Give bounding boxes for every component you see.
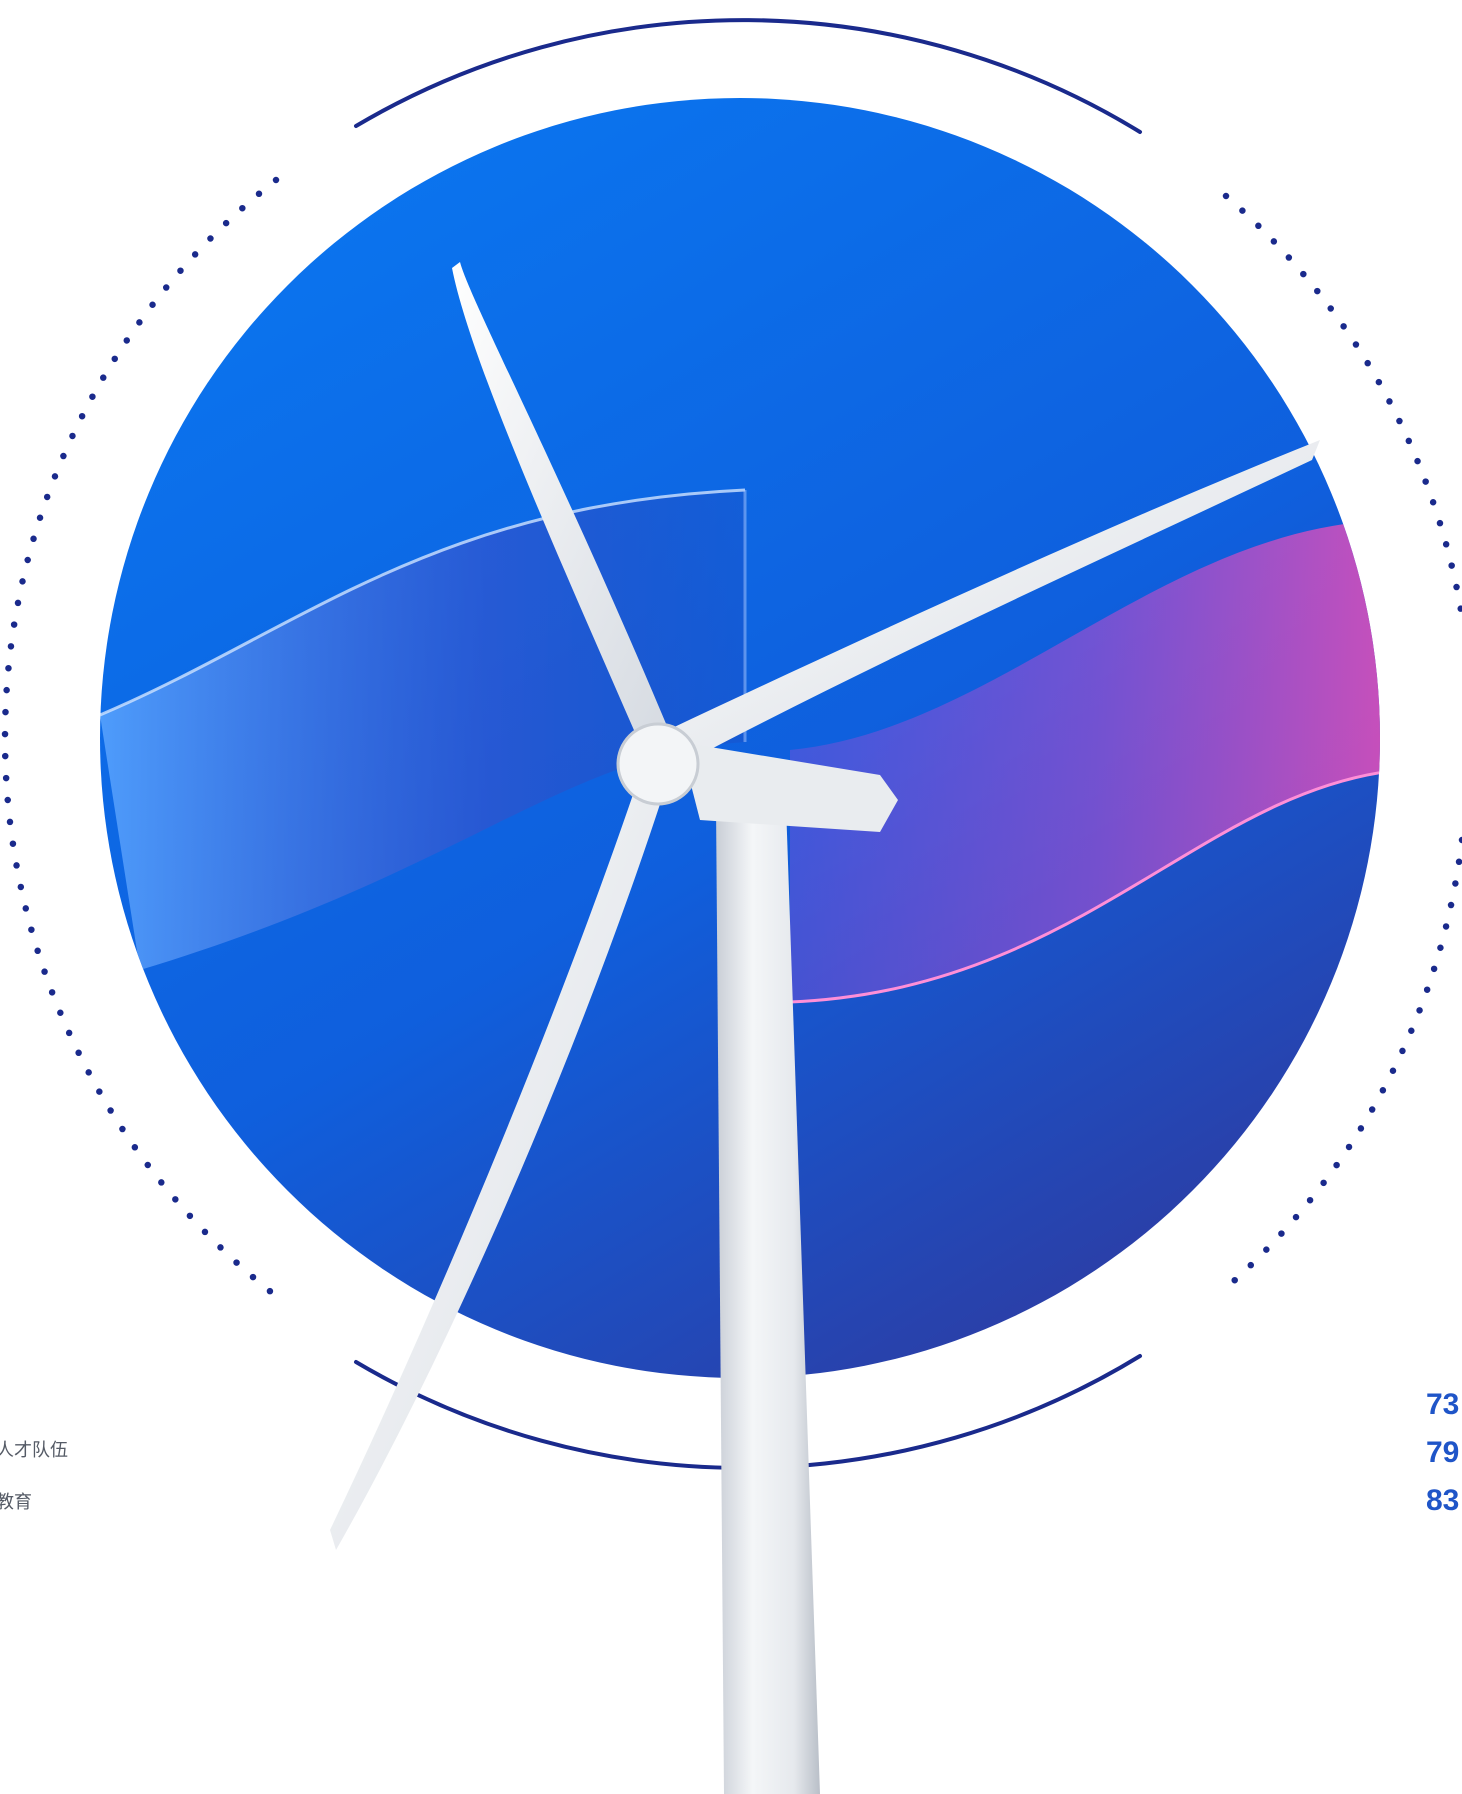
turbine-hub bbox=[616, 722, 700, 806]
page-number-2: 79 bbox=[1426, 1436, 1460, 1469]
left-text-line-1: 人才队伍 bbox=[0, 1440, 68, 1461]
page-number-3: 83 bbox=[1426, 1484, 1460, 1517]
dotted-ring-arcs bbox=[1, 176, 1462, 1300]
turbine bbox=[330, 262, 1320, 1794]
turbine-tower bbox=[716, 805, 820, 1794]
turbine-blade-lower bbox=[330, 780, 664, 1550]
left-text-line-2: 教育 bbox=[0, 1492, 32, 1513]
turbine-blade-upper bbox=[452, 262, 672, 744]
turbine-nacelle bbox=[680, 742, 898, 832]
turbine-blade-right bbox=[668, 440, 1320, 760]
page-number-1: 73 bbox=[1426, 1388, 1460, 1421]
